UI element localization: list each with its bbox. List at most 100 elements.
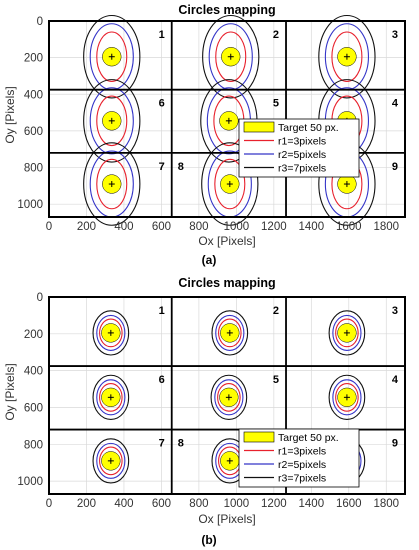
- cell-number-label: 2: [273, 29, 279, 41]
- contour-r1: [99, 446, 123, 476]
- contour-r3: [92, 438, 130, 484]
- contour-r3: [83, 14, 141, 99]
- contour-r3: [202, 14, 260, 99]
- cell-number-label: 2: [273, 305, 279, 317]
- legend-label: r2=5pixels: [278, 459, 326, 471]
- cell-6: [83, 79, 141, 163]
- legend-label: r2=5pixels: [278, 149, 326, 161]
- cell-number-label: 8: [178, 161, 184, 173]
- x-tick-label: 800: [189, 221, 208, 233]
- contour-r2: [96, 442, 126, 479]
- contour-r1: [335, 382, 359, 412]
- x-tick-label: 1200: [261, 221, 287, 233]
- x-tick-label: 1600: [336, 221, 362, 233]
- y-tick-label: 0: [37, 292, 43, 304]
- x-tick-label: 1800: [373, 498, 399, 510]
- contour-r2: [332, 314, 362, 351]
- y-tick-label: 600: [24, 402, 43, 414]
- contour-r1: [214, 158, 246, 210]
- y-tick-label: 200: [24, 53, 43, 65]
- contour-r3: [201, 142, 259, 226]
- x-tick-label: 200: [77, 498, 96, 510]
- legend-target-swatch: [243, 121, 275, 133]
- contour-r1: [96, 158, 128, 210]
- x-tick-label: 1000: [224, 221, 250, 233]
- panel-b-plot-area: 1 2 3 6 5 4 7 8 9 0 200 400 600 800 1000 1200 1400 1600 18…: [17, 292, 406, 510]
- y-tick-label: 800: [24, 439, 43, 451]
- contour-r3: [83, 142, 141, 226]
- contour-r3: [318, 14, 376, 99]
- x-tick-label: 1400: [299, 221, 325, 233]
- contour-r3: [92, 310, 130, 356]
- contour-r3: [92, 374, 130, 420]
- cell-8: [201, 142, 259, 226]
- cell-5: [210, 374, 248, 420]
- contour-r2: [332, 379, 362, 416]
- contour-r1: [99, 382, 123, 412]
- cell-4: [328, 374, 366, 420]
- cell-7: [83, 142, 141, 226]
- panel-a-y-axis-label: Oy [Pixels]: [3, 86, 17, 143]
- contour-r2: [89, 87, 134, 155]
- y-tick-label: 800: [24, 163, 43, 175]
- panel-b-title: Circles mapping: [178, 276, 275, 290]
- legend-label: r3=7pixels: [278, 473, 326, 485]
- x-tick-label: 1800: [373, 221, 399, 233]
- contour-r2: [96, 314, 126, 351]
- panel-a-plot-area: 1 2 3 6 5 4 7 8 9 0 200 400 600 800 1000 1200 1400 1600 18…: [17, 14, 406, 233]
- legend-label: r1=3pixels: [278, 446, 326, 458]
- contour-r1: [218, 318, 242, 348]
- contour-r3: [210, 374, 248, 420]
- plot-frame: [48, 296, 406, 495]
- x-tick-label: 1200: [261, 498, 287, 510]
- contour-r1: [99, 318, 123, 348]
- panel-b-caption: (b): [201, 533, 216, 547]
- x-tick-label: 1400: [299, 498, 325, 510]
- x-tick-label: 200: [77, 221, 96, 233]
- contour-r1: [96, 95, 128, 147]
- y-tick-label: 1000: [17, 476, 43, 488]
- legend-label: r1=3pixels: [278, 136, 326, 148]
- contour-r1: [96, 31, 128, 82]
- cell-number-label: 1: [159, 305, 165, 317]
- cell-number-label: 5: [273, 374, 279, 386]
- legend-target-swatch: [243, 431, 275, 443]
- plot-frame: [48, 20, 406, 218]
- y-tick-label: 400: [24, 89, 43, 101]
- y-tick-label: 1000: [17, 199, 43, 211]
- cell-number-label: 9: [392, 161, 398, 173]
- x-tick-label: 600: [152, 221, 171, 233]
- cell-number-label: 3: [392, 305, 398, 317]
- y-tick-label: 400: [24, 366, 43, 378]
- panel-a-x-axis-label: Ox [Pixels]: [198, 234, 255, 248]
- y-tick-label: 600: [24, 126, 43, 138]
- cell-number-label: 4: [392, 98, 399, 110]
- x-tick-label: 800: [189, 498, 208, 510]
- cell-number-label: 4: [392, 374, 399, 386]
- cell-6: [92, 374, 130, 420]
- x-tick-label: 1000: [224, 498, 250, 510]
- x-tick-label: 600: [152, 498, 171, 510]
- cell-2: [211, 310, 249, 356]
- contour-r1: [217, 382, 241, 412]
- cell-number-label: 6: [159, 374, 165, 386]
- cell-number-label: 7: [159, 438, 165, 450]
- cell-8: [211, 438, 249, 484]
- cell-number-label: 8: [178, 438, 184, 450]
- cell-7: [92, 438, 130, 484]
- x-tick-label: 1600: [336, 498, 362, 510]
- panel-a-caption: (a): [202, 253, 217, 267]
- contour-r1: [215, 31, 247, 82]
- contour-r3: [328, 374, 366, 420]
- x-tick-label: 400: [114, 498, 133, 510]
- contour-r2: [96, 379, 126, 416]
- cell-3: [328, 310, 366, 356]
- legend-label: r3=7pixels: [278, 163, 326, 175]
- cell-number-label: 5: [273, 98, 279, 110]
- legend-label: Target 50 px.: [278, 122, 339, 134]
- contour-r3: [83, 79, 141, 163]
- cell-1: [92, 310, 130, 356]
- legend-label: Target 50 px.: [278, 432, 339, 444]
